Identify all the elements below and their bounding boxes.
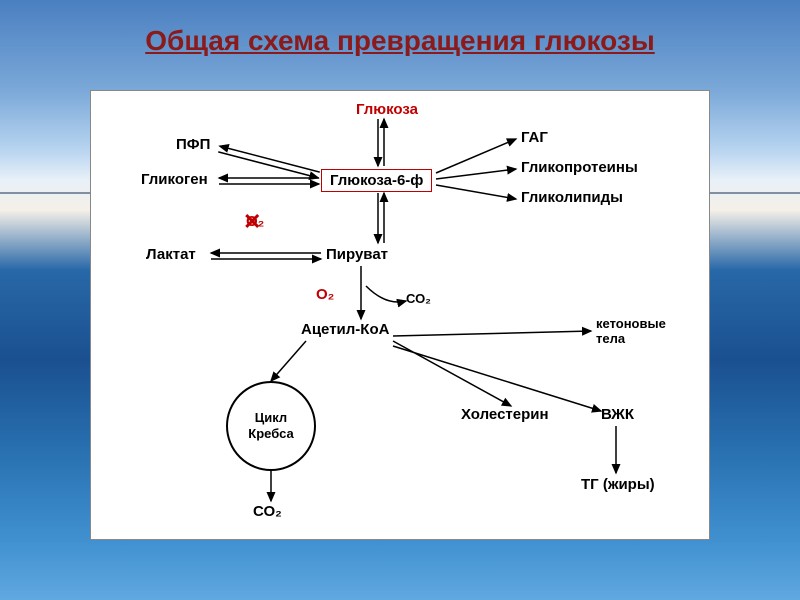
node-cholesterol: Холестерин	[461, 406, 549, 423]
node-glycogen: Гликоген	[141, 171, 208, 188]
node-gag: ГАГ	[521, 129, 548, 146]
node-pfp: ПФП	[176, 136, 210, 153]
node-glycoproteins: Гликопротеины	[521, 159, 638, 176]
diagram-panel: Глюкоза ПФП Гликоген Глюкоза-6-ф ГАГ Гли…	[90, 90, 710, 540]
node-glycolipids: Гликолипиды	[521, 189, 623, 206]
node-co2-upper: СО₂	[406, 291, 431, 306]
node-vfa: ВЖК	[601, 406, 634, 423]
node-co2-lower: СО₂	[253, 503, 282, 520]
node-acetyl-coa: Ацетил-КоА	[301, 321, 389, 338]
node-o2: О₂	[316, 286, 334, 303]
node-triglycerides: ТГ (жиры)	[581, 476, 655, 493]
node-lactate: Лактат	[146, 246, 196, 263]
node-pyruvate: Пируват	[326, 246, 388, 263]
node-krebs-cycle: ЦиклКребса	[226, 381, 316, 471]
node-g6p: Глюкоза-6-ф	[321, 169, 432, 192]
node-glucose: Глюкоза	[356, 101, 418, 118]
node-ketone-bodies: кетоновыетела	[596, 316, 666, 346]
x-mark-icon: ✕	[243, 209, 261, 235]
slide-title: Общая схема превращения глюкозы	[0, 25, 800, 57]
